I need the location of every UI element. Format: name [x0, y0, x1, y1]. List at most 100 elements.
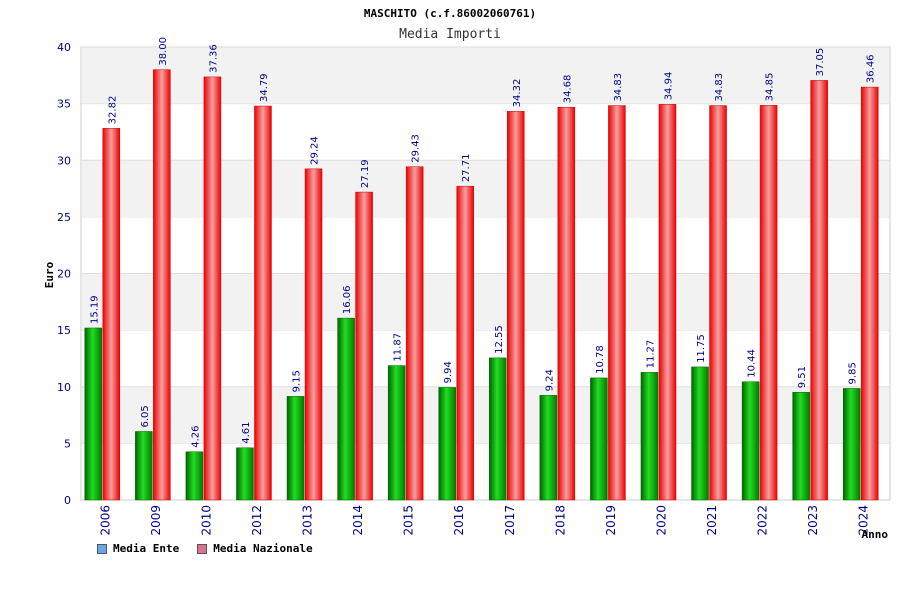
y-axis-ticks: 0 5 10 15 20 25 30 35 40: [57, 41, 71, 507]
bar-media-nazionale: [658, 104, 677, 501]
value-label: 34.85: [765, 73, 776, 102]
value-label: 9.15: [292, 370, 303, 392]
value-label: 34.79: [259, 73, 270, 102]
bar-media-nazionale: [759, 105, 778, 501]
bar-media-nazionale: [456, 185, 474, 501]
x-axis-label: Anno: [862, 528, 889, 541]
value-label: 15.19: [89, 295, 100, 324]
bar-media-nazionale: [405, 166, 424, 501]
value-label: 36.46: [866, 54, 877, 83]
value-label: 9.85: [848, 362, 859, 384]
bars: [84, 69, 879, 501]
bar-media-ente: [691, 366, 709, 501]
value-label: 29.24: [310, 136, 321, 165]
value-label: 32.82: [107, 96, 118, 125]
x-tick-label: 2023: [806, 505, 820, 536]
y-tick-label: 5: [64, 437, 71, 450]
bar-media-ente: [741, 381, 760, 501]
legend-swatch-media-ente: [97, 543, 107, 554]
value-label: 37.05: [815, 48, 826, 77]
x-tick-label: 2006: [98, 505, 112, 536]
legend: Media Ente Media Nazionale: [97, 542, 313, 555]
value-label: 10.44: [747, 349, 758, 378]
value-label: 9.24: [544, 369, 555, 391]
x-tick-label: 2009: [149, 505, 163, 536]
bar-media-nazionale: [254, 105, 272, 501]
value-label: 11.87: [393, 333, 404, 362]
x-tick-label: 2022: [756, 505, 770, 536]
x-tick-label: 2013: [301, 505, 315, 536]
bar-media-ente: [337, 317, 355, 501]
value-label: 16.06: [342, 285, 353, 314]
bar-media-ente: [792, 392, 810, 501]
y-tick-label: 10: [57, 381, 71, 394]
legend-item-media-ente: Media Ente: [97, 542, 179, 555]
bar-media-nazionale: [810, 80, 828, 501]
x-tick-label: 2021: [705, 505, 719, 536]
bar-media-ente: [387, 365, 406, 501]
value-label: 27.71: [461, 154, 472, 183]
value-label: 37.36: [208, 44, 219, 73]
bar-media-nazionale: [860, 86, 879, 501]
legend-item-media-nazionale: Media Nazionale: [197, 542, 313, 555]
y-tick-label: 40: [57, 41, 71, 54]
bar-media-nazionale: [608, 105, 626, 501]
x-tick-label: 2015: [402, 505, 416, 536]
bar-media-ente: [842, 388, 861, 501]
x-tick-label: 2017: [503, 505, 517, 536]
bar-media-ente: [539, 395, 558, 501]
bar-media-nazionale: [507, 111, 525, 501]
bar-media-nazionale: [203, 76, 222, 501]
x-tick-label: 2019: [604, 505, 618, 536]
bar-media-nazionale: [304, 168, 323, 501]
value-label: 11.75: [696, 334, 707, 363]
legend-swatch-media-nazionale: [197, 543, 208, 554]
x-tick-label: 2024: [857, 505, 871, 536]
value-label: 29.43: [411, 134, 422, 163]
value-label: 9.94: [443, 361, 454, 383]
value-labels: 15.19 32.82 6.05 38.00 4.26 37.36 4.61 34.79 9.1…: [89, 37, 876, 448]
value-label: 27.19: [360, 159, 371, 188]
y-axis-label: Euro: [43, 261, 56, 288]
chart-title: MASCHITO (c.f.86002060761): [364, 7, 536, 20]
bar-media-ente: [84, 327, 103, 501]
value-label: 4.26: [190, 425, 201, 447]
bar-media-ente: [135, 431, 153, 501]
bar-media-nazionale: [102, 128, 121, 501]
value-label: 34.83: [714, 73, 725, 102]
value-label: 34.32: [512, 79, 523, 108]
y-tick-label: 35: [57, 98, 71, 111]
value-label: 6.05: [140, 405, 151, 427]
x-axis-ticks: 2006 2009 2010 2012 2013 2014 2015 2016 2017 2018…: [98, 505, 870, 536]
x-tick-label: 2014: [351, 505, 365, 536]
x-tick-label: 2016: [452, 505, 466, 536]
value-label: 9.51: [797, 366, 808, 388]
bar-media-ente: [236, 447, 254, 501]
bar-media-nazionale: [557, 106, 576, 501]
bar-media-nazionale: [709, 105, 727, 501]
y-tick-label: 20: [57, 268, 71, 281]
y-tick-label: 25: [57, 211, 71, 224]
x-tick-label: 2018: [553, 505, 567, 536]
y-tick-label: 30: [57, 154, 71, 167]
chart-subtitle: Media Importi: [399, 27, 501, 42]
y-tick-label: 15: [57, 324, 71, 337]
bar-media-ente: [489, 357, 507, 501]
bar-media-ente: [185, 451, 204, 501]
value-label: 11.27: [645, 340, 656, 369]
x-tick-label: 2010: [199, 505, 213, 536]
bar-media-nazionale: [355, 191, 373, 501]
value-label: 4.61: [241, 422, 252, 444]
bar-media-nazionale: [153, 69, 171, 501]
value-label: 34.68: [562, 75, 573, 104]
value-label: 38.00: [158, 37, 169, 66]
value-label: 34.94: [663, 72, 674, 101]
legend-label-media-nazionale: Media Nazionale: [213, 542, 313, 555]
x-tick-label: 2020: [654, 505, 668, 536]
bar-media-ente: [438, 387, 456, 501]
x-tick-label: 2012: [250, 505, 264, 536]
value-label: 12.55: [494, 325, 505, 354]
y-tick-label: 0: [64, 494, 71, 507]
bar-media-ente: [590, 377, 608, 501]
